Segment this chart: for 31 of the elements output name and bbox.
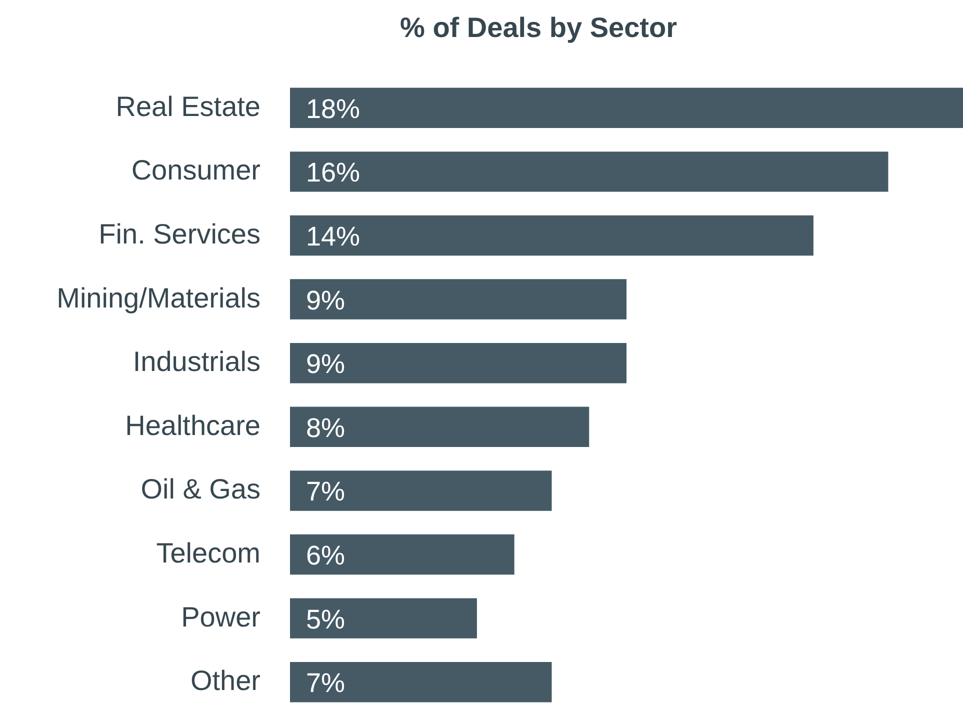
bar <box>290 598 477 638</box>
data-label: 18% <box>306 94 360 124</box>
bar <box>290 406 590 448</box>
bar <box>290 152 888 192</box>
y-tick-label: Real Estate <box>116 90 260 122</box>
y-tick-label: Consumer <box>131 154 260 186</box>
data-label: 8% <box>306 412 346 443</box>
y-tick-label: Other <box>190 665 260 696</box>
bar <box>290 279 626 320</box>
y-tick-label: Mining/Materials <box>56 282 260 314</box>
chart-title: % of Deals by Sector <box>400 12 678 43</box>
y-tick-label: Industrials <box>132 346 260 378</box>
data-label: 6% <box>306 540 346 571</box>
y-tick-label: Oil & Gas <box>140 474 260 505</box>
data-label: 7% <box>306 668 346 698</box>
data-label: 5% <box>306 604 346 634</box>
bar <box>290 215 814 256</box>
y-tick-label: Telecom <box>156 538 260 569</box>
bar <box>290 88 963 128</box>
data-label: 7% <box>306 476 346 507</box>
bar <box>290 470 552 511</box>
bar <box>290 534 514 575</box>
data-label: 16% <box>306 158 360 188</box>
bar <box>290 662 552 702</box>
data-label: 14% <box>306 221 360 252</box>
y-tick-label: Healthcare <box>125 410 260 441</box>
data-label: 9% <box>306 349 346 380</box>
y-tick-label: Power <box>181 601 260 632</box>
bar <box>290 342 626 384</box>
data-label: 9% <box>306 285 346 316</box>
y-tick-label: Fin. Services <box>98 218 260 250</box>
